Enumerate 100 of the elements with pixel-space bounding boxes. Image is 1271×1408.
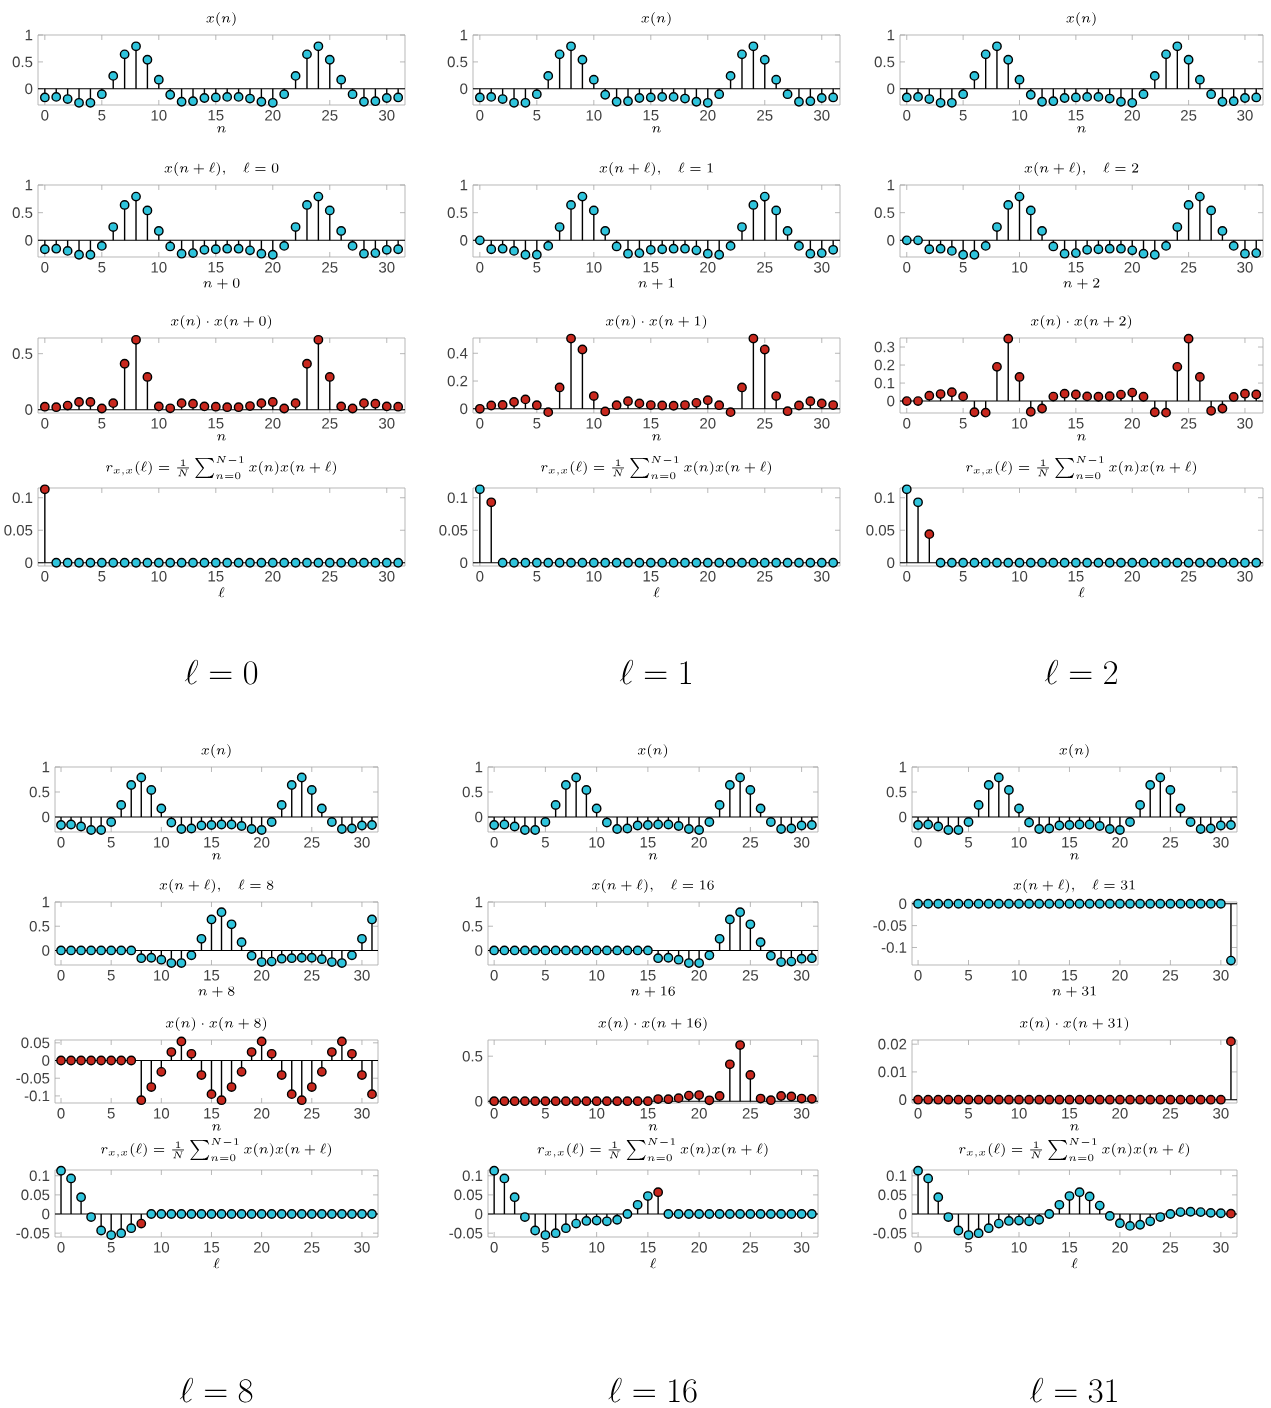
- y-tick-label: 1: [475, 761, 483, 773]
- x-tick-label: 5: [533, 110, 541, 121]
- x-tick-label: 20: [1112, 837, 1128, 848]
- y-tick-label: 0.5: [874, 207, 895, 218]
- x-tick-label: 0: [57, 1242, 65, 1253]
- x-tick-label: 10: [1011, 1242, 1027, 1253]
- chart-title: $x(n)\cdot x(n+1)$: [605, 314, 707, 329]
- y-tick-label: 1: [475, 896, 483, 908]
- chart-title: $r_{x,x}(\ell)=\frac{1}{N}\sum_{n=0}^{N-1}x(n)x(n+\ell)$: [959, 1138, 1190, 1162]
- x-tick-label: 0: [490, 970, 498, 981]
- x-tick-label: 30: [1213, 837, 1229, 848]
- x-axis-title: $\ell$: [218, 587, 225, 598]
- y-tick-label: 0: [475, 1095, 483, 1107]
- x-tick-label: 30: [378, 418, 395, 429]
- x-axis-title: $n+0$: [203, 278, 240, 290]
- y-tick-label: 0: [475, 811, 483, 823]
- x-tick-label: 15: [1062, 1242, 1078, 1253]
- chart-title: $x(n)\cdot x(n+0)$: [170, 314, 272, 329]
- x-tick-label: 15: [1062, 837, 1078, 848]
- x-tick-label: 25: [304, 970, 320, 981]
- y-tick-label: 0: [460, 557, 468, 569]
- x-tick-label: 10: [154, 1242, 170, 1253]
- chart-title: $x(n)\cdot x(n+8)$: [165, 1016, 267, 1031]
- y-tick-label: 0.1: [12, 492, 33, 504]
- x-tick-label: 5: [107, 1242, 115, 1253]
- x-tick-label: 30: [1237, 571, 1253, 582]
- x-tick-label: 30: [1213, 970, 1229, 981]
- x-tick-label: 10: [1012, 571, 1028, 582]
- y-tick-label: 0: [42, 1208, 50, 1220]
- x-tick-label: 15: [643, 110, 659, 121]
- x-tick-label: 10: [586, 262, 602, 273]
- y-tick-label: 0.02: [878, 1038, 907, 1050]
- x-tick-label: 0: [490, 1242, 498, 1253]
- x-tick-label: 5: [959, 110, 967, 121]
- x-tick-label: 25: [757, 262, 773, 273]
- x-axis-title: $n$: [217, 434, 226, 441]
- x-tick-label: 10: [151, 110, 167, 121]
- x-axis-title: $\ell$: [653, 587, 660, 598]
- y-tick-label: 0.05: [439, 524, 468, 536]
- y-tick-label: 0.5: [462, 920, 483, 932]
- x-tick-label: 30: [793, 970, 810, 981]
- y-tick-label: 0: [460, 403, 468, 415]
- x-tick-label: 20: [254, 1108, 270, 1119]
- x-tick-label: 10: [586, 571, 602, 582]
- x-tick-label: 20: [1112, 1242, 1128, 1253]
- y-tick-label: 0.5: [447, 56, 468, 68]
- y-tick-label: 1: [887, 29, 895, 41]
- y-tick-label: 0.3: [874, 341, 895, 353]
- x-tick-label: 15: [643, 262, 659, 273]
- x-tick-label: 10: [154, 970, 170, 981]
- x-tick-label: 25: [322, 571, 338, 582]
- chart-title: $x(n+\ell),\quad \ell=16$: [592, 878, 714, 893]
- x-tick-label: 0: [57, 970, 65, 981]
- x-tick-label: 10: [151, 418, 167, 429]
- y-tick-label: 0: [460, 235, 468, 246]
- x-axis-title: $n+1$: [638, 278, 674, 290]
- x-axis-title: $n+31$: [1052, 986, 1096, 998]
- x-tick-label: 5: [98, 418, 106, 429]
- x-tick-label: 25: [742, 1242, 759, 1253]
- y-tick-label: 0.1: [886, 1170, 907, 1182]
- x-tick-label: 10: [151, 571, 167, 582]
- y-tick-label: 0.5: [462, 786, 483, 798]
- x-tick-label: 5: [107, 837, 115, 848]
- x-tick-label: 20: [700, 262, 716, 273]
- x-tick-label: 15: [208, 262, 224, 273]
- chart-title: $r_{x,x}(\ell)=\frac{1}{N}\sum_{n=0}^{N-1}x(n)x(n+\ell)$: [541, 456, 772, 480]
- x-axis-title: $\ell$: [213, 1258, 220, 1269]
- x-tick-label: 5: [964, 1242, 973, 1253]
- x-tick-label: 20: [691, 837, 707, 848]
- x-tick-label: 20: [1112, 1108, 1128, 1119]
- x-axis-title: $n$: [212, 853, 221, 860]
- y-tick-label: -0.05: [16, 1227, 50, 1239]
- x-tick-label: 30: [354, 1108, 370, 1119]
- y-tick-label: 0: [887, 83, 895, 95]
- y-tick-label: 1: [460, 29, 468, 41]
- x-tick-label: 20: [254, 837, 270, 848]
- y-tick-label: 0: [887, 395, 895, 407]
- x-tick-label: 25: [1181, 418, 1197, 429]
- x-tick-label: 15: [1062, 970, 1078, 981]
- x-tick-label: 20: [265, 571, 281, 582]
- y-tick-label: 0.5: [29, 920, 50, 932]
- chart-title: $x(n)$: [1066, 11, 1096, 26]
- x-tick-label: 15: [640, 970, 656, 981]
- y-tick-label: 1: [460, 179, 468, 191]
- x-tick-label: 25: [757, 418, 773, 429]
- chart-title: $r_{x,x}(\ell)=\frac{1}{N}\sum_{n=0}^{N-1}x(n)x(n+\ell)$: [537, 1138, 768, 1162]
- x-tick-label: 25: [742, 837, 759, 848]
- y-tick-label: 1: [42, 761, 50, 773]
- x-tick-label: 30: [1237, 262, 1253, 273]
- x-tick-label: 0: [914, 970, 922, 981]
- x-axis-title: $\ell$: [1078, 587, 1085, 598]
- chart-title: $x(n)\cdot x(n+31)$: [1019, 1016, 1129, 1031]
- y-tick-label: 0.5: [12, 56, 33, 68]
- y-tick-label: 0: [42, 945, 50, 956]
- y-tick-label: 0: [25, 83, 33, 95]
- x-tick-label: 20: [700, 418, 716, 429]
- y-tick-label: 0.2: [874, 359, 895, 371]
- y-tick-label: 0: [25, 235, 33, 246]
- x-axis-title: $n$: [652, 434, 661, 441]
- x-tick-label: 10: [589, 837, 605, 848]
